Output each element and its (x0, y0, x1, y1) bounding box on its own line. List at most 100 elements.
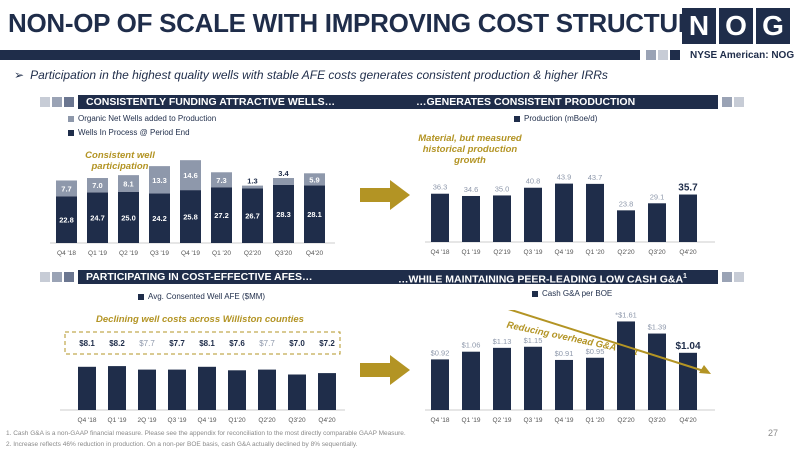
data-label: 27.2 (214, 211, 229, 220)
bar-wells-in-process (56, 196, 77, 243)
tick-label: 2Q '19 (138, 417, 157, 424)
tick-label: Q4 '18 (78, 417, 97, 424)
data-label: 24.7 (90, 214, 105, 223)
deco-square (52, 272, 62, 282)
tick-label: Q4 '19 (198, 417, 217, 424)
chart-wells: 22.8 7.7 Q4 '18 24.7 7.0 Q1 '19 25.0 8.1 Q2 '19 2… (50, 160, 335, 257)
note-consistent-participation: Consistent well participation (85, 150, 155, 172)
data-label: 5.9 (309, 175, 319, 184)
tick-label: Q4'20 (679, 249, 697, 256)
legend-cash-ga: Cash G&A per BOE (532, 289, 612, 298)
data-label: 43.9 (557, 173, 572, 182)
section-band-top: CONSISTENTLY FUNDING ATTRACTIVE WELLS… …… (78, 95, 718, 109)
data-label: *$1.61 (615, 310, 637, 319)
deco-square (734, 272, 744, 282)
bar-cash-ga (555, 359, 573, 410)
deco-square (64, 272, 74, 282)
data-label: $1.13 (493, 337, 512, 346)
deco-square (658, 50, 668, 60)
bar-wells-in-process (118, 191, 139, 243)
bar-cash-ga (617, 321, 635, 410)
tick-label: Q1 '19 (88, 250, 107, 257)
bar-wells-in-process (180, 190, 201, 243)
data-label: $0.91 (555, 349, 574, 358)
bar-wells-in-process (149, 193, 170, 243)
bar-organic-wells (149, 166, 170, 194)
bar-production (586, 183, 604, 242)
data-label: $1.15 (524, 336, 543, 345)
bar-wells-in-process (304, 185, 325, 243)
bar-afe (168, 369, 186, 410)
tick-label: Q4 '18 (431, 249, 450, 256)
data-label: 7.0 (92, 181, 102, 190)
bar-organic-wells (211, 172, 232, 188)
tick-label: Q4 '19 (555, 249, 574, 256)
data-label: 23.8 (619, 199, 634, 208)
bar-cash-ga (462, 351, 480, 410)
data-label: 7.3 (216, 176, 226, 185)
bar-wells-in-process (273, 184, 294, 243)
bar-wells-in-process (242, 188, 263, 243)
data-label: 43.7 (588, 173, 603, 182)
bar-organic-wells (180, 160, 201, 191)
data-label: $1.39 (648, 323, 667, 332)
bar-afe (228, 370, 246, 410)
note-declining-costs: Declining well costs across Williston co… (96, 314, 304, 325)
legend-swatch (514, 115, 520, 122)
tick-label: Q4 '19 (181, 250, 200, 257)
bar-wells-in-process (211, 187, 232, 243)
tick-label: Q1 '19 (462, 417, 481, 424)
bar-afe (288, 374, 306, 410)
note-production-growth: Material, but measured historical produc… (418, 133, 522, 166)
bar-afe (138, 369, 156, 410)
tick-label: Q2 '19 (119, 250, 138, 257)
data-label: 36.3 (433, 183, 448, 192)
bar-production (555, 183, 573, 242)
band-title-tl: CONSISTENTLY FUNDING ATTRACTIVE WELLS… (86, 96, 336, 108)
bar-cash-ga (524, 346, 542, 410)
bar-cash-ga (586, 357, 604, 410)
bar-cash-ga (431, 359, 449, 410)
logo-letter: G (756, 8, 790, 44)
deco-square (40, 272, 50, 282)
tick-label: Q3'20 (648, 417, 666, 424)
data-label: 28.3 (276, 210, 291, 219)
tick-label: Q1'20 (228, 417, 246, 424)
legend-wells-in-process: Wells In Process @ Period End (68, 128, 190, 137)
data-label: 35.0 (495, 184, 510, 193)
tick-label: Q3 '19 (168, 417, 187, 424)
data-label: 14.6 (183, 171, 198, 180)
data-label: $8.1 (79, 339, 95, 348)
tick-label: Q3'20 (275, 250, 293, 257)
right-arrow-icon (360, 355, 410, 385)
legend-swatch (68, 129, 74, 136)
bar-production (462, 195, 480, 242)
page-number: 27 (767, 428, 778, 438)
tick-label: Q2'20 (244, 250, 262, 257)
data-label: 3.4 (278, 169, 289, 178)
bar-afe (318, 373, 336, 410)
bar-cash-ga (648, 333, 666, 410)
data-label: $7.0 (289, 339, 305, 348)
trend-arrowhead-icon (699, 365, 711, 374)
chart-cash-ga: $0.92 Q4 '18 $1.06 Q1 '19 $1.13 Q2 '19 $1.15 Q3… (425, 310, 715, 424)
data-label: $8.2 (109, 339, 125, 348)
data-label: $7.7 (169, 339, 185, 348)
tick-label: Q2'20 (258, 417, 276, 424)
tick-label: Q3 '19 (150, 250, 169, 257)
tick-label: Q4 '18 (57, 250, 76, 257)
bar-production (648, 203, 666, 242)
bar-production (617, 210, 635, 242)
tick-label: Q4'20 (679, 417, 697, 424)
data-label: $0.92 (431, 348, 450, 357)
deco-square (52, 97, 62, 107)
band-title-tr: …GENERATES CONSISTENT PRODUCTION (416, 96, 636, 108)
chart-afe: $8.1 Q4 '18 $8.2 Q1 '19 $7.7 2Q '19 $7.7 Q3 '19… (60, 331, 345, 424)
bar-organic-wells (273, 178, 294, 185)
deco-square (722, 97, 732, 107)
trend-line (508, 310, 708, 373)
bar-organic-wells (56, 180, 77, 197)
bar-organic-wells (118, 175, 139, 192)
subtitle-text: Participation in the highest quality wel… (30, 68, 608, 82)
